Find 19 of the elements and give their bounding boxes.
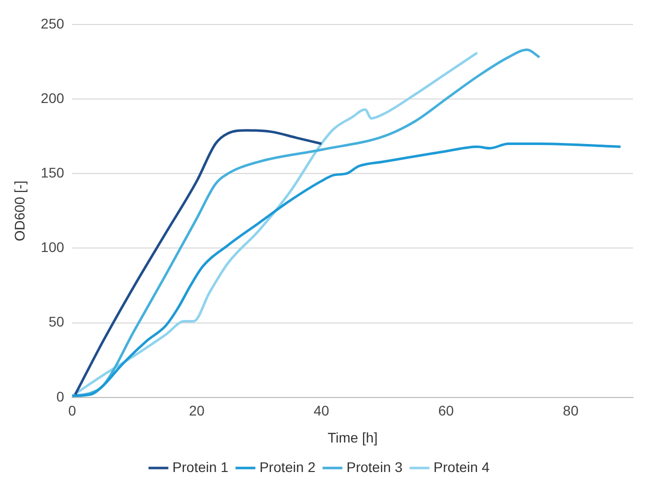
y-tick-label: 0: [56, 388, 64, 404]
y-tick-label: 100: [40, 239, 64, 256]
y-axis-title: OD600 [-]: [11, 180, 28, 242]
y-tick-label: 200: [40, 90, 64, 106]
legend-label: Protein 3: [346, 458, 403, 475]
legend-label: Protein 2: [259, 458, 316, 475]
line-series: [72, 142, 622, 398]
x-tick-label: 60: [438, 402, 454, 419]
x-tick-label: 80: [562, 402, 579, 419]
x-axis-title: Time [h]: [328, 429, 378, 446]
legend-label: Protein 1: [172, 458, 229, 475]
y-tick-label: 50: [48, 314, 64, 330]
legend-label: Protein 4: [434, 458, 490, 475]
y-tick-label: 250: [40, 15, 64, 32]
x-tick-label: 40: [314, 402, 330, 419]
x-tick-label: 20: [189, 402, 205, 419]
x-tick-label: 0: [68, 402, 76, 419]
line-series: [74, 129, 323, 396]
y-tick-label: 150: [40, 164, 64, 180]
